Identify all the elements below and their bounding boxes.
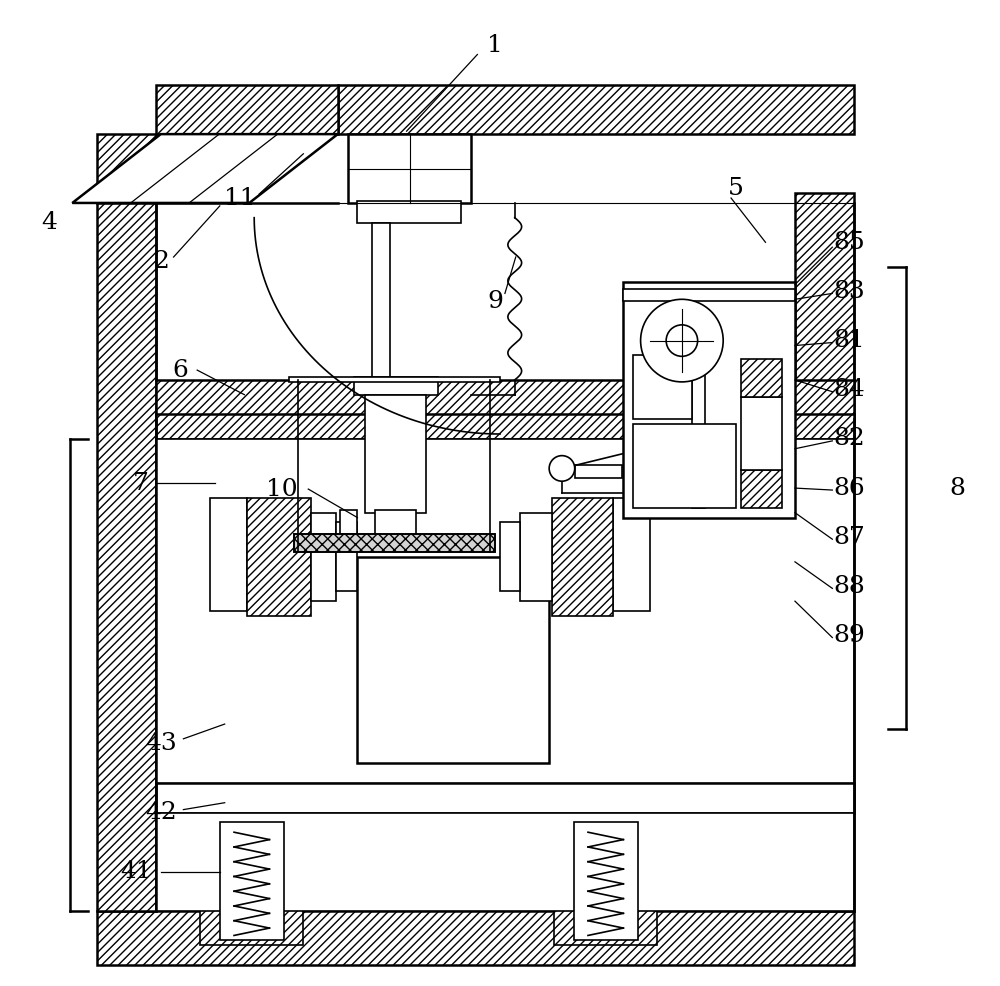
Bar <box>554 812 657 946</box>
Bar <box>156 783 854 812</box>
Bar <box>156 812 854 911</box>
Bar <box>741 396 782 470</box>
Circle shape <box>549 456 575 481</box>
Bar <box>613 498 650 611</box>
Bar <box>210 498 247 611</box>
Text: 86: 86 <box>833 476 865 500</box>
Bar <box>623 290 795 302</box>
Bar <box>156 439 854 783</box>
Bar <box>741 470 782 508</box>
Bar <box>156 380 854 419</box>
Text: 9: 9 <box>487 290 503 313</box>
Bar <box>552 498 613 616</box>
Bar <box>574 822 638 941</box>
Bar <box>340 510 357 534</box>
Bar <box>156 85 338 134</box>
Text: 84: 84 <box>833 379 865 401</box>
Text: 2: 2 <box>153 250 169 273</box>
Text: 83: 83 <box>833 280 865 303</box>
Bar <box>623 282 795 518</box>
Text: 4: 4 <box>42 211 58 234</box>
Bar <box>795 193 854 911</box>
Bar <box>294 534 495 552</box>
Text: 89: 89 <box>833 624 865 647</box>
Bar <box>741 359 782 396</box>
Bar <box>372 223 390 380</box>
Bar <box>357 201 461 223</box>
Text: 41: 41 <box>120 860 152 883</box>
Text: 81: 81 <box>833 329 865 352</box>
Bar <box>575 465 622 478</box>
Bar <box>338 85 854 134</box>
Text: 1: 1 <box>487 35 503 57</box>
Bar <box>97 911 854 965</box>
Bar <box>633 424 736 508</box>
Bar <box>692 365 705 508</box>
Polygon shape <box>72 134 338 203</box>
Text: 6: 6 <box>173 359 188 382</box>
Text: 82: 82 <box>833 427 865 451</box>
Bar <box>500 523 520 592</box>
Bar <box>633 355 692 419</box>
Bar <box>97 134 156 203</box>
Text: 87: 87 <box>833 526 865 549</box>
Bar <box>357 557 549 763</box>
Text: 43: 43 <box>145 733 177 755</box>
Bar <box>247 498 311 616</box>
Bar <box>294 534 495 552</box>
Bar <box>220 822 284 941</box>
Text: 85: 85 <box>833 231 865 253</box>
Text: 7: 7 <box>133 471 149 495</box>
Bar <box>311 513 336 601</box>
Bar <box>348 134 471 203</box>
Bar <box>520 513 552 601</box>
Bar <box>336 523 357 592</box>
Text: 88: 88 <box>833 575 865 598</box>
Bar <box>365 394 426 513</box>
Circle shape <box>641 300 723 382</box>
Bar <box>289 377 500 382</box>
Bar <box>354 377 438 394</box>
Bar <box>375 510 416 537</box>
Text: 11: 11 <box>224 186 255 210</box>
Bar <box>200 812 303 946</box>
Text: 10: 10 <box>266 477 298 501</box>
Circle shape <box>666 324 698 356</box>
Text: 8: 8 <box>949 476 965 500</box>
Text: 5: 5 <box>728 176 744 200</box>
Text: 42: 42 <box>145 801 177 824</box>
Bar <box>156 414 854 439</box>
Bar <box>97 193 156 911</box>
